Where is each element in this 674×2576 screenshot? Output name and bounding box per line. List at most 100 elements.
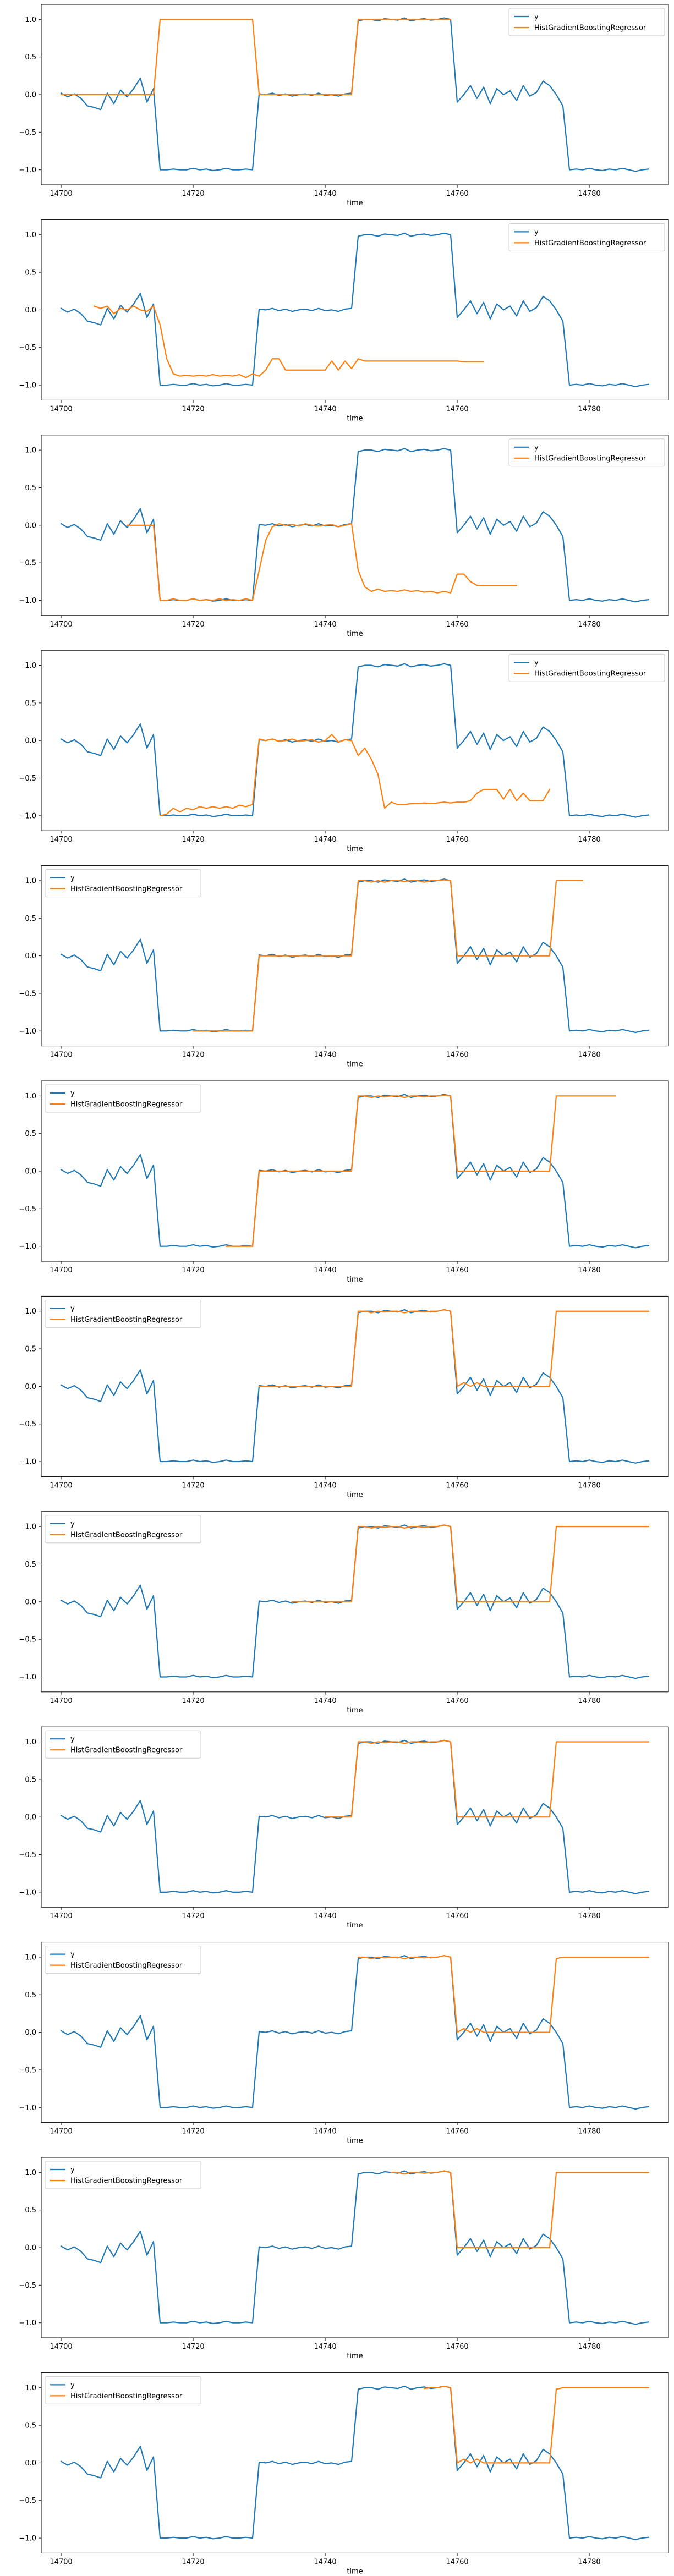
y-tick-label: 0.0: [25, 1598, 36, 1606]
series-lines: [60, 1524, 650, 1679]
y-tick-label: 1.0: [25, 231, 36, 239]
series-lines: [60, 1955, 650, 2110]
x-tick-label: 14700: [50, 1481, 72, 1490]
x-tick-label: 14740: [314, 2558, 336, 2566]
x-tick-label: 14700: [50, 405, 72, 413]
y-tick-label: −1.0: [19, 1673, 36, 1682]
x-tick-label: 14780: [578, 1912, 600, 1920]
legend: y HistGradientBoostingRegressor: [45, 2161, 201, 2189]
legend: y HistGradientBoostingRegressor: [45, 1084, 201, 1113]
y-tick-label: −0.5: [19, 775, 36, 783]
x-axis-label: time: [347, 845, 363, 853]
x-tick-label: 14780: [578, 2128, 600, 2136]
x-tick-label: 14780: [578, 190, 600, 198]
x-tick-label: 14760: [446, 2128, 468, 2136]
y-tick-label: −1.0: [19, 2319, 36, 2327]
series-lines: [60, 232, 650, 387]
series-line-model: [423, 2385, 650, 2464]
x-axis-label: time: [347, 2137, 363, 2145]
chart-panel-3: 14700 14720 14740 14760 14780 −1.0 −0.5 0.0 0.5 1…: [19, 435, 669, 638]
y-tick-label: 0.0: [25, 1814, 36, 1822]
y-tick-label: 0.0: [25, 91, 36, 100]
x-tick-label: 14760: [446, 2343, 468, 2351]
y-tick-label: 0.5: [25, 699, 36, 707]
x-tick-label: 14720: [182, 2558, 204, 2566]
y-tick-label: 1.0: [25, 877, 36, 885]
legend-label-y: y: [70, 2381, 75, 2390]
y-tick-label: 0.0: [25, 1383, 36, 1391]
y-tick-label: −1.0: [19, 1458, 36, 1466]
legend-label-model: HistGradientBoostingRegressor: [70, 1962, 183, 1970]
x-axis-label: time: [347, 630, 363, 638]
x-tick-label: 14780: [578, 1697, 600, 1705]
legend-box: [45, 1084, 201, 1113]
legend-label-model: HistGradientBoostingRegressor: [534, 239, 646, 248]
series-line-y: [60, 1309, 650, 1464]
x-tick-label: 14760: [446, 2558, 468, 2566]
x-tick-label: 14740: [314, 620, 336, 629]
x-tick-label: 14700: [50, 2558, 72, 2566]
y-tick-label: 0.5: [25, 1130, 36, 1138]
series-line-model: [192, 879, 584, 1032]
x-tick-label: 14700: [50, 1051, 72, 1059]
series-line-y: [60, 232, 650, 387]
y-tick-label: 0.5: [25, 53, 36, 62]
series-line-model: [60, 19, 452, 96]
x-tick-label: 14720: [182, 836, 204, 844]
series-line-y: [60, 663, 650, 818]
series-line-model: [357, 1955, 650, 2033]
legend-label-y: y: [534, 13, 539, 21]
legend-box: [508, 223, 665, 251]
x-tick-label: 14760: [446, 190, 468, 198]
x-tick-label: 14700: [50, 2343, 72, 2351]
y-tick-label: −0.5: [19, 1420, 36, 1429]
y-tick-label: 0.5: [25, 484, 36, 492]
x-tick-label: 14740: [314, 405, 336, 413]
y-tick-label: 0.5: [25, 2206, 36, 2215]
y-tick-label: 1.0: [25, 1523, 36, 1531]
series-lines: [60, 663, 650, 818]
x-axis-label: time: [347, 199, 363, 207]
legend-box: [45, 1515, 201, 1544]
legend-box: [508, 438, 665, 467]
x-tick-label: 14760: [446, 1051, 468, 1059]
legend-label-y: y: [70, 2166, 75, 2174]
chart-panel-1: 14700 14720 14740 14760 14780 −1.0 −0.5 0.0 0.5 1…: [19, 4, 669, 207]
series-lines: [60, 878, 650, 1034]
x-axis-label: time: [347, 1276, 363, 1284]
x-tick-label: 14760: [446, 1912, 468, 1920]
x-tick-label: 14740: [314, 1481, 336, 1490]
legend-label-y: y: [70, 1520, 75, 1528]
legend-label-model: HistGradientBoostingRegressor: [70, 2177, 183, 2185]
x-tick-label: 14740: [314, 1697, 336, 1705]
y-tick-label: 0.5: [25, 269, 36, 277]
y-tick-label: −0.5: [19, 990, 36, 998]
chart-panel-8: 14700 14720 14740 14760 14780 −1.0 −0.5 0.0 0.5 1…: [19, 1511, 669, 1715]
series-line-model: [324, 1739, 650, 1818]
legend-box: [45, 2161, 201, 2189]
y-tick-label: 1.0: [25, 662, 36, 670]
chart-panel-2: 14700 14720 14740 14760 14780 −1.0 −0.5 0.0 0.5 1…: [19, 219, 669, 422]
legend-label-model: HistGradientBoostingRegressor: [534, 670, 646, 678]
legend-label-y: y: [534, 443, 539, 452]
x-tick-label: 14780: [578, 2558, 600, 2566]
x-tick-label: 14720: [182, 190, 204, 198]
series-line-model: [93, 305, 485, 378]
y-tick-label: 0.5: [25, 1345, 36, 1354]
y-tick-label: 1.0: [25, 447, 36, 455]
x-tick-label: 14740: [314, 836, 336, 844]
y-tick-label: 1.0: [25, 1092, 36, 1101]
x-tick-label: 14740: [314, 2343, 336, 2351]
series-lines: [60, 1309, 650, 1464]
series-line-y: [60, 1094, 650, 1249]
y-tick-label: 0.5: [25, 1561, 36, 1569]
x-tick-label: 14760: [446, 1697, 468, 1705]
legend-label-model: HistGradientBoostingRegressor: [70, 885, 183, 893]
legend-label-model: HistGradientBoostingRegressor: [70, 1101, 183, 1109]
series-line-model: [291, 1524, 650, 1602]
series-line-y: [60, 2385, 650, 2540]
x-tick-label: 14780: [578, 836, 600, 844]
x-tick-label: 14740: [314, 1051, 336, 1059]
legend-box: [45, 869, 201, 898]
y-tick-label: −0.5: [19, 2282, 36, 2290]
